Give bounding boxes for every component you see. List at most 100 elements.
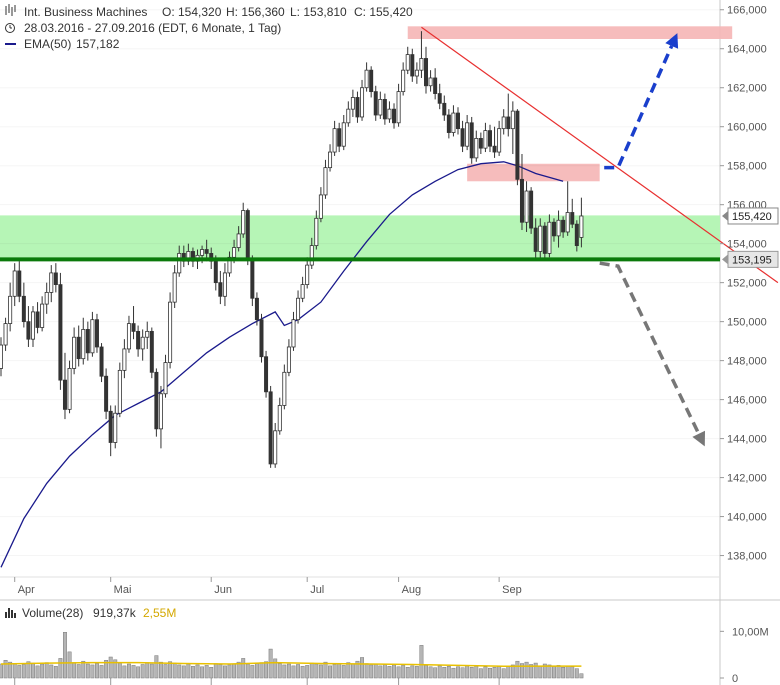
volume-bar	[218, 664, 223, 679]
bearish-arrow-shaft	[599, 261, 701, 435]
candle	[414, 62, 419, 84]
downtrend-line	[421, 26, 779, 284]
candle-body-down	[337, 128, 342, 147]
candle-body-up	[364, 69, 369, 89]
y-tick-label: 154,000	[727, 239, 767, 251]
volume-bar	[264, 661, 269, 679]
volume-value: 919,37k	[93, 606, 137, 620]
candle-body-up	[12, 270, 17, 297]
bullish-arrow	[604, 33, 679, 170]
candle-body-down	[424, 58, 429, 87]
candle-body-down	[26, 321, 31, 340]
volume-bar	[300, 666, 305, 679]
volume-bar	[209, 667, 214, 679]
volume-bar	[323, 661, 328, 679]
chart-type-icon[interactable]	[5, 4, 16, 16]
candle-body-up	[510, 110, 515, 130]
candle-body-down	[433, 77, 438, 94]
volume-bar	[236, 661, 241, 679]
candle-body-up	[163, 362, 168, 395]
candle	[373, 85, 378, 121]
volume-bar	[17, 665, 22, 679]
volume-bar	[392, 664, 396, 679]
y-tick-label: 162,000	[727, 83, 767, 95]
candle	[392, 103, 397, 129]
candle	[510, 101, 515, 154]
candle	[286, 339, 291, 377]
price-axis: 138,000 140,000 142,000 144,000 146,000 148,0…	[720, 5, 767, 563]
volume-bar	[136, 666, 141, 679]
volume-bar	[364, 663, 369, 679]
month-label: Jul	[310, 584, 324, 596]
candle	[515, 109, 520, 186]
volume-bar	[241, 658, 246, 679]
candle	[579, 197, 584, 248]
candle	[341, 115, 346, 151]
volume-bar	[520, 663, 524, 679]
volume-bar	[95, 663, 99, 679]
candle	[451, 105, 456, 137]
y-tick-label: 164,000	[727, 44, 767, 56]
candle	[410, 48, 415, 82]
candle	[227, 251, 232, 277]
candle	[561, 216, 566, 238]
volume-average-line	[0, 661, 582, 668]
candle-body-up	[158, 393, 163, 430]
candle	[99, 343, 104, 383]
candle-body-down	[529, 190, 534, 229]
volume-bar	[259, 662, 264, 679]
candle-body-down	[213, 260, 218, 284]
volume-bar	[579, 673, 584, 679]
candle-body-up	[227, 256, 232, 274]
volume-bar	[8, 661, 13, 679]
candle-body-up	[113, 412, 118, 443]
y-tick-label: 166,000	[727, 5, 767, 17]
volume-bar	[127, 663, 131, 679]
volume-bar	[76, 664, 81, 679]
volume-bar	[552, 666, 556, 679]
candle-body-up	[126, 323, 131, 350]
candle-body-up	[318, 194, 323, 219]
candle	[446, 109, 451, 139]
volume-bar	[90, 664, 95, 679]
volume-bar	[0, 663, 3, 679]
candle-body-up	[387, 108, 392, 120]
candle-body-up	[300, 284, 305, 299]
candle	[0, 337, 4, 377]
volume-bar	[268, 648, 273, 679]
candle-body-up	[483, 130, 488, 149]
candle-body-up	[414, 69, 419, 77]
volume-bar	[405, 667, 410, 679]
volume-bar	[533, 662, 538, 679]
candle-body-up	[277, 405, 282, 432]
candle	[483, 122, 488, 153]
volume-bar	[506, 665, 511, 679]
candle-body-up	[282, 371, 287, 406]
candle	[442, 95, 447, 121]
support-zone	[0, 215, 720, 260]
volume-bar	[474, 666, 479, 679]
volume-bar	[355, 660, 360, 679]
volume-bar	[291, 665, 296, 679]
candle-body-down	[437, 93, 442, 104]
candle-body-up	[323, 167, 328, 196]
close-value: C: 155,420	[354, 5, 413, 19]
volume-bar	[26, 661, 31, 679]
candle	[90, 311, 95, 357]
candle	[506, 93, 511, 137]
candle	[76, 325, 81, 367]
candle	[108, 405, 113, 457]
candle-body-up	[501, 116, 506, 130]
candle-body-down	[58, 284, 63, 381]
candle	[3, 317, 8, 351]
candle-body-up	[328, 151, 333, 169]
volume-bar	[190, 666, 195, 679]
candle	[529, 187, 534, 234]
candle	[428, 70, 433, 92]
volume-bar	[99, 665, 104, 679]
volume-bar	[172, 662, 177, 679]
candle-body-down	[355, 97, 360, 118]
candle	[350, 89, 355, 117]
candle	[574, 220, 579, 252]
